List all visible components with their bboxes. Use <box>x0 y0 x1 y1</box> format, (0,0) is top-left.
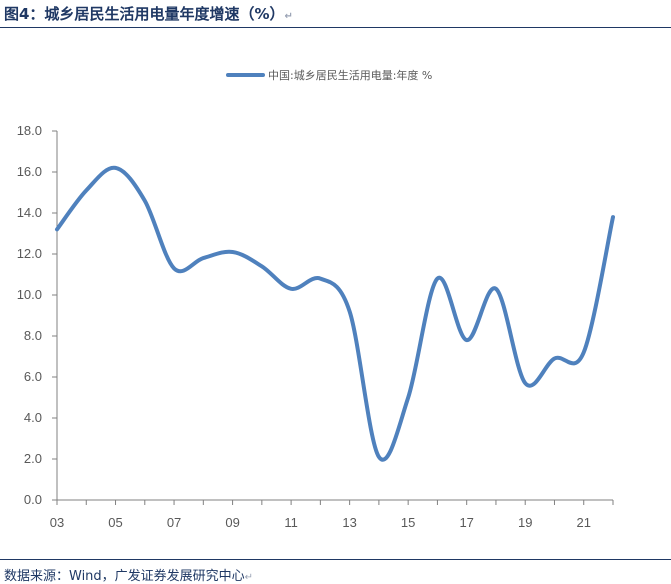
y-tick-label: 10.0 <box>17 287 42 302</box>
x-tick-label: 19 <box>518 515 532 530</box>
source-note: 数据来源：Wind，广发证券发展研究中心↵ <box>4 565 253 584</box>
x-axis: 03 05 07 09 11 13 15 17 19 21 <box>50 499 614 530</box>
x-tick-label: 15 <box>401 515 415 530</box>
paragraph-mark-icon: ↵ <box>284 11 293 22</box>
figure-title-text: 图4：城乡居民生活用电量年度增速（%） <box>4 5 285 23</box>
source-text: 数据来源：Wind，广发证券发展研究中心 <box>4 569 245 584</box>
x-tick-label: 13 <box>342 515 356 530</box>
x-tick-label: 21 <box>577 515 591 530</box>
y-tick-label: 0.0 <box>24 492 42 507</box>
x-tick-label: 11 <box>284 515 298 530</box>
y-tick-label: 4.0 <box>24 410 42 425</box>
x-tick-label: 07 <box>167 515 181 530</box>
y-tick-label: 8.0 <box>24 328 42 343</box>
figure-title: 图4：城乡居民生活用电量年度增速（%）↵ <box>4 3 293 24</box>
y-tick-label: 12.0 <box>17 246 42 261</box>
x-tick-label: 09 <box>225 515 239 530</box>
y-tick-label: 16.0 <box>17 164 42 179</box>
y-tick-label: 6.0 <box>24 369 42 384</box>
y-tick-label: 2.0 <box>24 451 42 466</box>
legend-label: 中国:城乡居民生活用电量:年度 % <box>268 68 432 82</box>
x-tick-label: 17 <box>459 515 473 530</box>
y-tick-label: 18.0 <box>17 123 42 138</box>
series-layer <box>55 165 615 462</box>
series-line <box>55 165 615 462</box>
x-tick-label: 05 <box>108 515 122 530</box>
x-tick-label: 03 <box>50 515 64 530</box>
title-divider <box>0 27 671 28</box>
y-axis: 0.0 2.0 4.0 6.0 8.0 10.0 12.0 14.0 16.0 18.0 <box>17 123 58 507</box>
paragraph-mark-icon: ↵ <box>244 572 254 583</box>
y-tick-label: 14.0 <box>17 205 42 220</box>
footer-divider <box>0 559 671 560</box>
legend: 中国:城乡居民生活用电量:年度 % <box>226 68 432 82</box>
